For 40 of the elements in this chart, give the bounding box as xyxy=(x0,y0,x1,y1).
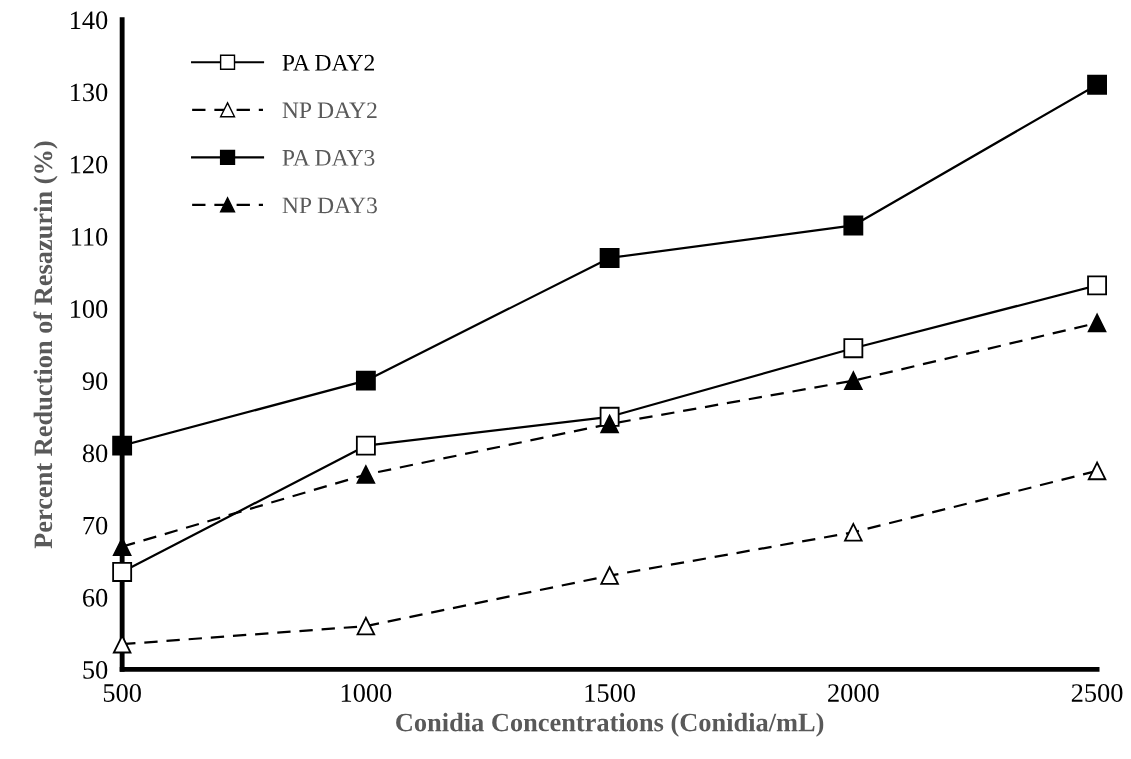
x-tick-label: 2500 xyxy=(1071,684,1123,702)
point xyxy=(844,523,863,542)
x-tick-label: 1000 xyxy=(341,684,392,702)
point xyxy=(112,634,132,654)
y-tick-label: 90 xyxy=(82,372,108,391)
y-tick-label: 130 xyxy=(71,83,108,102)
point xyxy=(1087,275,1108,296)
point xyxy=(1087,313,1107,333)
point xyxy=(355,435,376,456)
point xyxy=(356,616,376,636)
x-tick-label: 500 xyxy=(103,684,141,702)
point xyxy=(843,215,864,236)
x-axis-title: Conidia Concentrations (Conidia/mL) xyxy=(396,712,824,737)
y-tick-label: 80 xyxy=(82,444,108,463)
point xyxy=(843,338,864,359)
legend-label: PA DAY3 xyxy=(282,149,375,166)
y-tick-label: 120 xyxy=(71,155,108,174)
point xyxy=(112,435,133,456)
legend-label: PA DAY2 xyxy=(282,54,374,71)
point xyxy=(356,465,376,484)
point xyxy=(600,566,619,585)
y-tick-label: 100 xyxy=(71,300,108,318)
y-tick-label: 60 xyxy=(83,588,108,607)
x-tick-label: 2000 xyxy=(828,684,879,702)
y-axis-title: Percent Reduction of Resazurin (%) xyxy=(33,141,58,549)
y-tick-label: 70 xyxy=(83,516,108,535)
point xyxy=(599,248,620,268)
point xyxy=(1087,461,1107,481)
point xyxy=(112,537,132,556)
y-tick-label: 50 xyxy=(83,661,108,679)
point xyxy=(844,371,863,390)
point xyxy=(355,370,376,391)
point xyxy=(1087,74,1108,95)
point xyxy=(600,414,619,434)
y-tick-label: 140 xyxy=(71,11,108,30)
legend-label: NP DAY3 xyxy=(282,197,377,214)
y-tick-label: 110 xyxy=(71,227,108,246)
x-tick-label: 1500 xyxy=(585,684,635,702)
point xyxy=(112,562,133,582)
legend-label: NP DAY2 xyxy=(282,102,377,119)
